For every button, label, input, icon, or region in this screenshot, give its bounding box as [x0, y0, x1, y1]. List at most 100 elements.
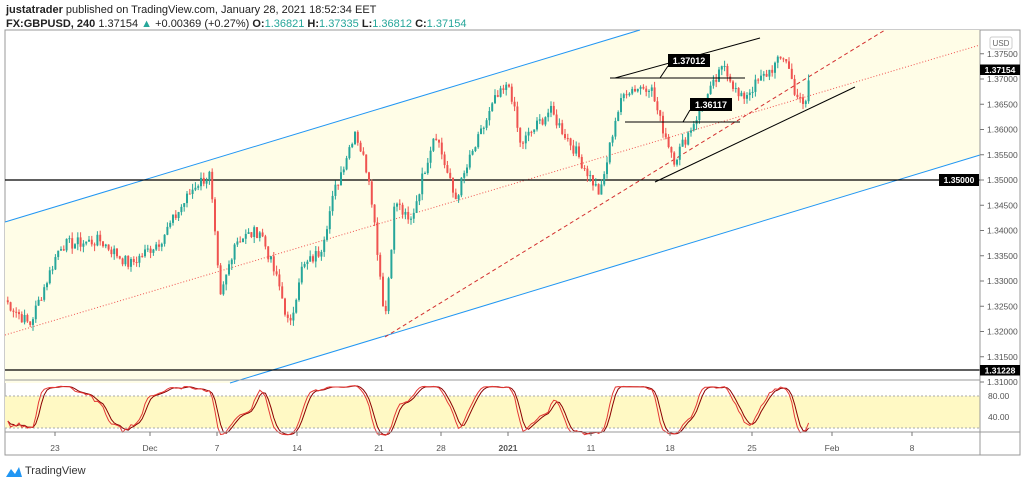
time-axis[interactable]: 23 Dec 7 14 21 28 2021 11 18 25 Feb 8 — [50, 432, 915, 453]
candle — [597, 184, 600, 195]
candle — [317, 251, 320, 257]
candle — [208, 171, 211, 181]
candle — [309, 256, 312, 262]
candle — [339, 172, 342, 186]
candle — [163, 234, 166, 244]
candle — [650, 87, 653, 91]
time-tick: Dec — [142, 443, 158, 453]
price-tick: 1.37000 — [987, 74, 1018, 84]
price-axis[interactable] — [979, 29, 1021, 456]
candle — [118, 256, 121, 259]
time-tick: Feb — [825, 443, 840, 453]
candle — [323, 239, 326, 252]
candle — [311, 256, 314, 262]
candle — [468, 154, 471, 168]
candle — [493, 95, 496, 104]
price-tick: 1.33500 — [987, 251, 1018, 261]
candle — [222, 284, 225, 295]
level-tag — [939, 174, 979, 186]
candle — [135, 262, 138, 264]
candle — [751, 91, 754, 93]
candle — [661, 115, 664, 134]
candle — [639, 86, 642, 89]
candle — [216, 231, 219, 266]
candle — [387, 278, 390, 312]
candle — [15, 311, 18, 313]
candle — [656, 101, 659, 111]
brand-label: TradingView — [25, 465, 86, 477]
candle — [423, 173, 426, 175]
candle — [292, 312, 295, 321]
currency-label[interactable]: USD — [993, 39, 1010, 48]
candle — [267, 246, 270, 260]
candle — [524, 135, 527, 144]
price-tick: 1.31000 — [987, 377, 1018, 387]
candle — [183, 203, 186, 207]
candle — [645, 88, 648, 92]
candle — [303, 264, 306, 267]
wedge-lower-line[interactable] — [654, 86, 856, 183]
candle — [723, 65, 726, 67]
candle — [432, 138, 435, 151]
candle — [465, 167, 468, 174]
candle — [390, 249, 393, 279]
time-tick: 7 — [215, 443, 220, 453]
candle — [678, 146, 681, 160]
candle — [93, 244, 96, 246]
tradingview-logo[interactable]: TradingView — [6, 465, 86, 477]
candle — [740, 92, 743, 97]
candle — [491, 103, 494, 112]
author[interactable]: justatrader — [6, 4, 63, 16]
candle — [535, 120, 538, 130]
candle — [790, 68, 793, 79]
candle — [155, 244, 158, 250]
candle — [670, 147, 673, 153]
candle — [555, 114, 558, 126]
candle — [337, 184, 340, 186]
candles — [6, 55, 810, 331]
time-tick: 25 — [747, 443, 757, 453]
candle — [485, 120, 488, 128]
annotation-box[interactable] — [690, 98, 732, 111]
candle — [258, 232, 261, 239]
candle — [250, 232, 253, 237]
candle — [488, 111, 491, 121]
candle — [572, 145, 575, 154]
candle — [622, 94, 625, 99]
candle — [552, 105, 555, 115]
candle — [141, 255, 144, 257]
channel-lower-line[interactable] — [229, 154, 981, 384]
candle — [729, 76, 732, 82]
candle — [446, 165, 449, 173]
candle — [379, 254, 382, 277]
candle — [233, 244, 236, 260]
candle — [787, 61, 790, 69]
candle — [227, 264, 230, 275]
candle — [101, 241, 104, 247]
candle — [530, 131, 533, 133]
symbol[interactable]: FX:GBPUSD, 240 — [6, 18, 96, 30]
channel-upper-line[interactable] — [4, 29, 641, 223]
candle — [575, 146, 578, 154]
candle — [96, 234, 99, 246]
candle — [143, 249, 146, 257]
candle — [577, 146, 580, 158]
last-price: 1.37154 — [98, 18, 139, 30]
candle — [197, 186, 200, 188]
candle — [331, 195, 334, 212]
candle — [166, 226, 169, 235]
candle — [269, 256, 272, 260]
candle — [527, 131, 530, 136]
candle — [351, 144, 354, 148]
candle — [533, 129, 536, 133]
candle — [583, 168, 586, 170]
candle — [71, 238, 74, 249]
annotation-box[interactable] — [668, 54, 710, 67]
candle — [356, 131, 359, 143]
candle — [759, 75, 762, 81]
candle — [171, 214, 174, 223]
candle — [748, 92, 751, 96]
candle — [689, 130, 692, 133]
candle — [17, 312, 20, 315]
